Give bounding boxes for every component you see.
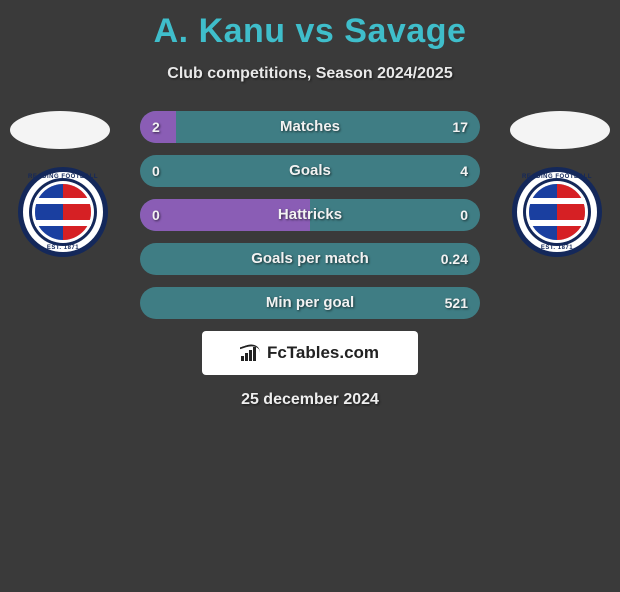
stat-label: Min per goal xyxy=(140,287,480,319)
stat-bar: Goals per match0.24 xyxy=(140,243,480,275)
stat-bars: Matches217Goals04Hattricks00Goals per ma… xyxy=(140,111,480,319)
stat-label: Matches xyxy=(140,111,480,143)
stat-row: Matches2 17 xyxy=(140,111,480,143)
stat-value-right: 0 xyxy=(460,199,468,231)
chart-icon xyxy=(241,345,261,361)
stat-value-right: 521 xyxy=(445,287,468,319)
club-crest-right: READING FOOTBALL CLUB EST. 1871 xyxy=(512,167,602,257)
crest-inner-graphic xyxy=(35,184,91,240)
stat-row: Goals0 4 xyxy=(140,155,480,187)
stat-label: Goals xyxy=(140,155,480,187)
stat-row: Min per goal521 xyxy=(140,287,480,319)
stat-value-right: 4 xyxy=(460,155,468,187)
club-crest-left: READING FOOTBALL CLUB EST. 1871 xyxy=(18,167,108,257)
stat-bar: Goals0 4 xyxy=(140,155,480,187)
stat-value-left: 2 xyxy=(152,111,160,143)
stat-value-right: 0.24 xyxy=(441,243,468,275)
crest-inner-graphic xyxy=(529,184,585,240)
flag-right-placeholder xyxy=(510,111,610,149)
crest-bottom-text: EST. 1871 xyxy=(23,245,103,251)
stat-value-right: 17 xyxy=(452,111,468,143)
stat-value-left: 0 xyxy=(152,155,160,187)
stat-label: Hattricks xyxy=(140,199,480,231)
stat-bar: Matches2 17 xyxy=(140,111,480,143)
crest-bottom-text: EST. 1871 xyxy=(517,245,597,251)
comparison-panel: READING FOOTBALL CLUB EST. 1871 READING … xyxy=(0,111,620,409)
stat-label: Goals per match xyxy=(140,243,480,275)
stat-row: Hattricks0 0 xyxy=(140,199,480,231)
flag-left-placeholder xyxy=(10,111,110,149)
stat-bar: Hattricks0 0 xyxy=(140,199,480,231)
snapshot-date: 25 december 2024 xyxy=(0,391,620,409)
stat-bar: Min per goal521 xyxy=(140,287,480,319)
brand-text: FcTables.com xyxy=(267,343,379,363)
stat-row: Goals per match0.24 xyxy=(140,243,480,275)
subtitle: Club competitions, Season 2024/2025 xyxy=(0,65,620,83)
page-title: A. Kanu vs Savage xyxy=(0,12,620,51)
brand-badge: FcTables.com xyxy=(202,331,418,375)
stat-value-left: 0 xyxy=(152,199,160,231)
